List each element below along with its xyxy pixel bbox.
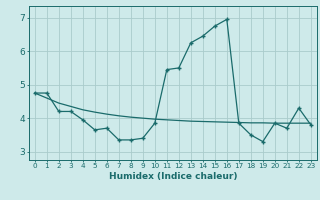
X-axis label: Humidex (Indice chaleur): Humidex (Indice chaleur) (108, 172, 237, 181)
